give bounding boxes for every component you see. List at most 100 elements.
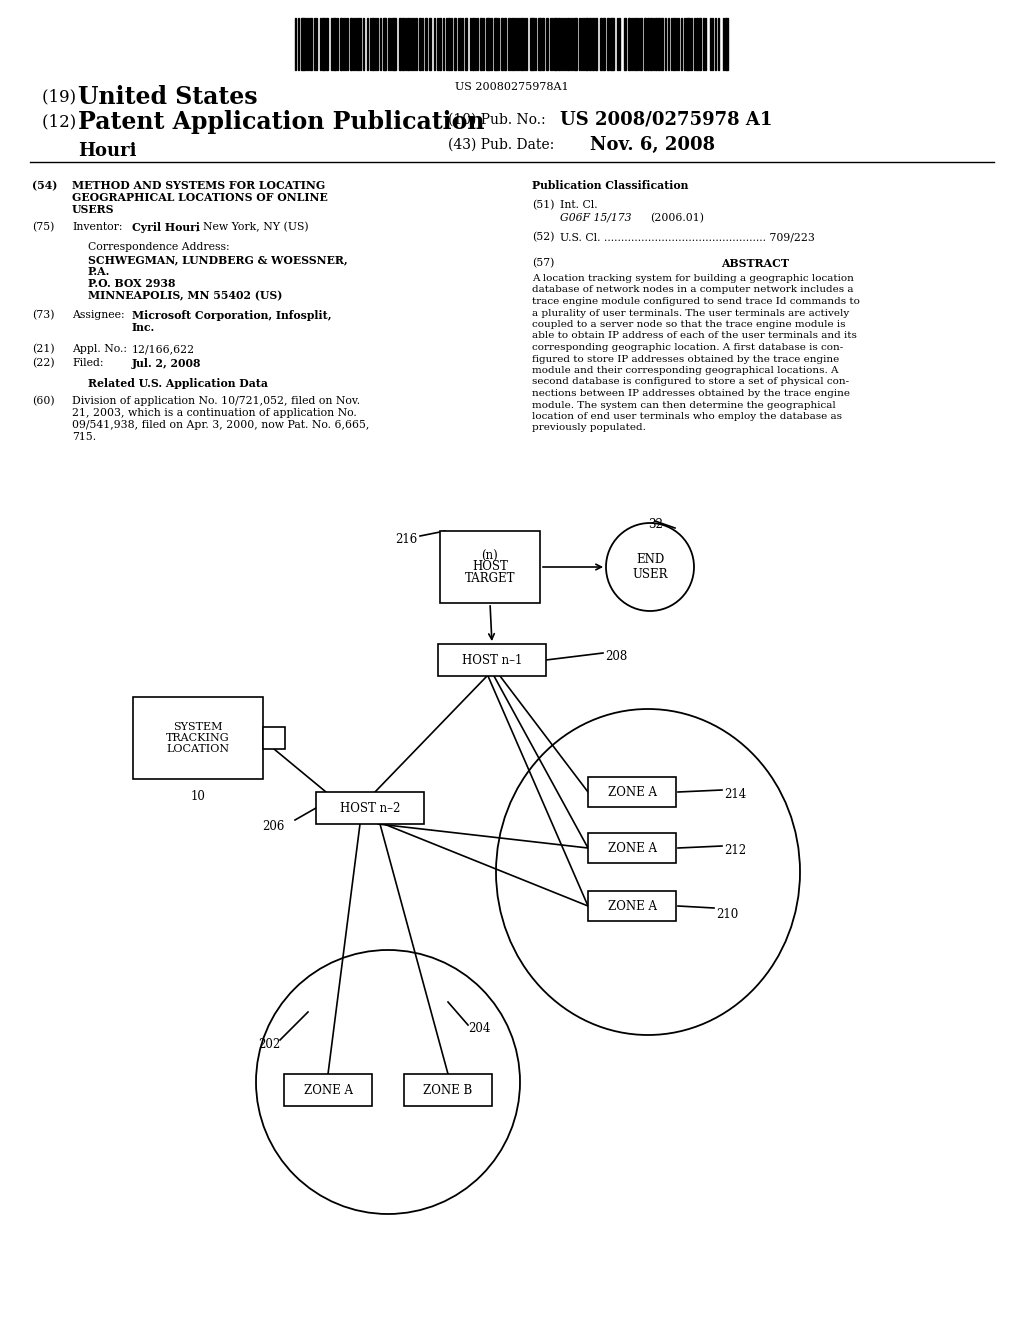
Bar: [574, 18, 577, 70]
FancyBboxPatch shape: [284, 1074, 372, 1106]
Text: 09/541,938, filed on Apr. 3, 2000, now Pat. No. 6,665,: 09/541,938, filed on Apr. 3, 2000, now P…: [72, 420, 370, 430]
Bar: [399, 18, 401, 70]
Text: ZONE A: ZONE A: [607, 842, 656, 854]
Bar: [429, 18, 431, 70]
Bar: [407, 18, 409, 70]
Bar: [439, 18, 441, 70]
Bar: [542, 18, 544, 70]
Text: SCHWEGMAN, LUNDBERG & WOESSNER,: SCHWEGMAN, LUNDBERG & WOESSNER,: [88, 253, 347, 265]
Text: US 2008/0275978 A1: US 2008/0275978 A1: [560, 110, 772, 128]
Bar: [554, 18, 557, 70]
Bar: [333, 18, 336, 70]
Text: 21, 2003, which is a continuation of application No.: 21, 2003, which is a continuation of app…: [72, 408, 356, 418]
Text: 12/166,622: 12/166,622: [132, 345, 196, 354]
Text: (22): (22): [32, 358, 54, 368]
Text: 212: 212: [724, 843, 746, 857]
Bar: [673, 18, 675, 70]
Bar: [624, 18, 626, 70]
Text: 214: 214: [724, 788, 746, 801]
Bar: [600, 18, 602, 70]
Circle shape: [256, 950, 520, 1214]
Text: ZONE A: ZONE A: [303, 1084, 352, 1097]
Bar: [501, 18, 503, 70]
Text: (43) Pub. Date:: (43) Pub. Date:: [449, 139, 554, 152]
Text: TRACKING: TRACKING: [166, 733, 229, 743]
Bar: [640, 18, 642, 70]
Text: ZONE A: ZONE A: [607, 785, 656, 799]
Ellipse shape: [496, 709, 800, 1035]
FancyBboxPatch shape: [438, 644, 546, 676]
FancyBboxPatch shape: [588, 891, 676, 921]
Text: Publication Classification: Publication Classification: [532, 180, 688, 191]
Text: (2006.01): (2006.01): [650, 213, 705, 223]
Text: 10: 10: [190, 789, 206, 803]
Bar: [350, 18, 352, 70]
Text: Microsoft Corporation, Infosplit,: Microsoft Corporation, Infosplit,: [132, 310, 332, 321]
Text: (75): (75): [32, 222, 54, 232]
Text: TARGET: TARGET: [465, 572, 515, 585]
Bar: [322, 18, 325, 70]
Text: 32: 32: [648, 517, 663, 531]
Bar: [592, 18, 594, 70]
Text: ZONE B: ZONE B: [423, 1084, 473, 1097]
Text: ABSTRACT: ABSTRACT: [721, 257, 790, 269]
Text: Division of application No. 10/721,052, filed on Nov.: Division of application No. 10/721,052, …: [72, 396, 360, 407]
Bar: [340, 18, 342, 70]
Text: a plurality of user terminals. The user terminals are actively: a plurality of user terminals. The user …: [532, 309, 849, 318]
Text: second database is configured to store a set of physical con-: second database is configured to store a…: [532, 378, 849, 387]
Text: nections between IP addresses obtained by the trace engine: nections between IP addresses obtained b…: [532, 389, 850, 399]
Bar: [585, 18, 588, 70]
Bar: [301, 18, 305, 70]
Bar: [392, 18, 396, 70]
Text: trace engine module configured to send trace Id commands to: trace engine module configured to send t…: [532, 297, 860, 306]
Text: 204: 204: [468, 1022, 490, 1035]
Text: Assignee:: Assignee:: [72, 310, 125, 319]
Text: US 20080275978A1: US 20080275978A1: [456, 82, 568, 92]
Text: , New York, NY (US): , New York, NY (US): [196, 222, 308, 232]
Bar: [696, 18, 698, 70]
Bar: [725, 18, 728, 70]
FancyBboxPatch shape: [316, 792, 424, 824]
Text: (12): (12): [42, 114, 82, 129]
Text: location of end user terminals who employ the database as: location of end user terminals who emplo…: [532, 412, 842, 421]
Text: Cyril Houri: Cyril Houri: [132, 222, 200, 234]
Text: United States: United States: [78, 84, 258, 110]
Bar: [647, 18, 649, 70]
Text: Patent Application Publication: Patent Application Publication: [78, 110, 484, 135]
Text: coupled to a server node so that the trace engine module is: coupled to a server node so that the tra…: [532, 319, 846, 329]
Text: HOST n–1: HOST n–1: [462, 653, 522, 667]
Text: GEOGRAPHICAL LOCATIONS OF ONLINE: GEOGRAPHICAL LOCATIONS OF ONLINE: [72, 191, 328, 203]
Bar: [419, 18, 421, 70]
Text: G06F 15/173: G06F 15/173: [560, 213, 632, 223]
Bar: [486, 18, 490, 70]
Text: A location tracking system for building a geographic location: A location tracking system for building …: [532, 275, 854, 282]
Bar: [449, 18, 450, 70]
Text: module. The system can then determine the geographical: module. The system can then determine th…: [532, 400, 836, 409]
Text: 208: 208: [605, 649, 628, 663]
Text: corresponding geographic location. A first database is con-: corresponding geographic location. A fir…: [532, 343, 843, 352]
Bar: [558, 18, 560, 70]
FancyBboxPatch shape: [588, 777, 676, 807]
Bar: [589, 18, 591, 70]
Bar: [383, 18, 386, 70]
Text: USERS: USERS: [72, 205, 115, 215]
Bar: [310, 18, 312, 70]
Text: Int. Cl.: Int. Cl.: [560, 201, 598, 210]
Bar: [530, 18, 534, 70]
Text: (52): (52): [532, 232, 555, 243]
Text: Inc.: Inc.: [132, 322, 156, 333]
Bar: [504, 18, 506, 70]
FancyBboxPatch shape: [440, 531, 540, 603]
Bar: [465, 18, 467, 70]
Bar: [538, 18, 541, 70]
FancyBboxPatch shape: [588, 833, 676, 863]
Bar: [644, 18, 646, 70]
Bar: [425, 18, 427, 70]
Text: (19): (19): [42, 88, 81, 106]
Bar: [610, 18, 614, 70]
Bar: [546, 18, 548, 70]
Text: (51): (51): [532, 201, 555, 210]
Bar: [655, 18, 657, 70]
Bar: [603, 18, 605, 70]
Text: 216: 216: [395, 533, 417, 546]
